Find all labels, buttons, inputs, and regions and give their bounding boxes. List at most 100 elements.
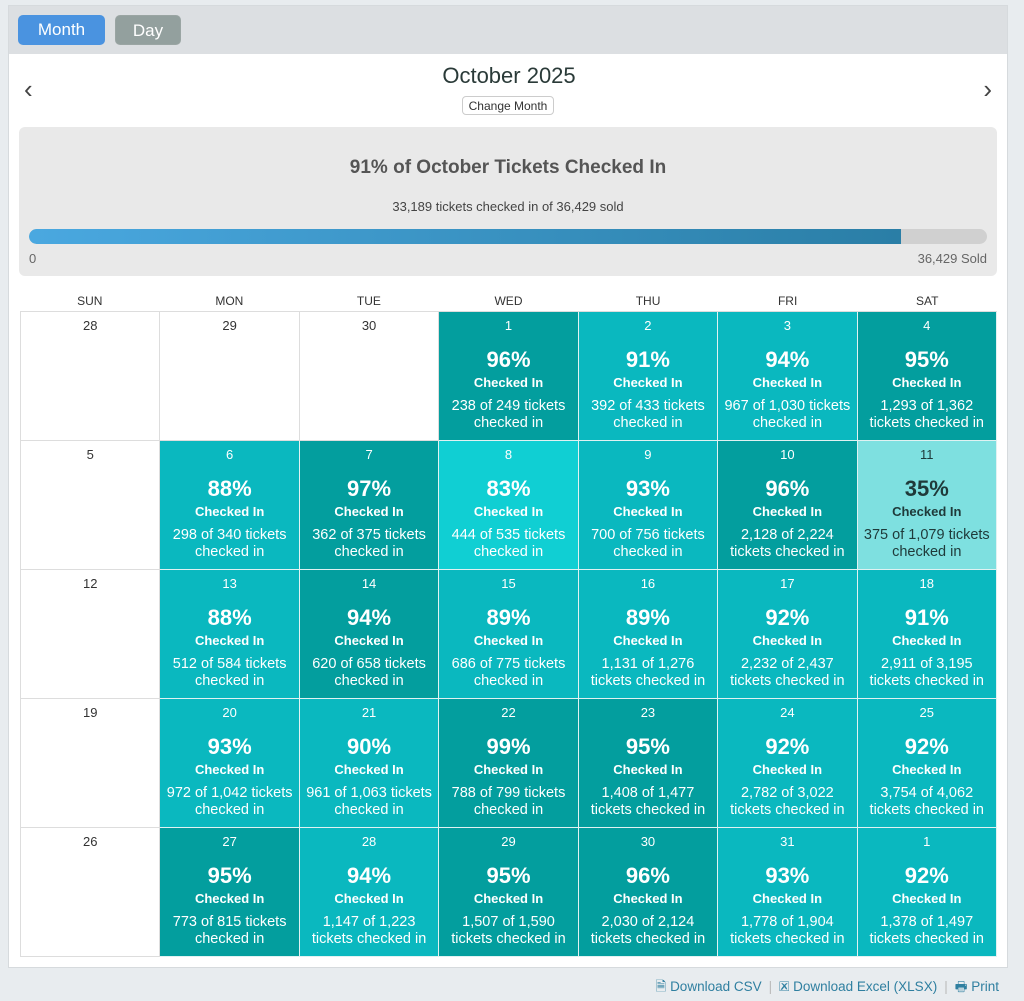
weekday-label: MON bbox=[215, 294, 244, 308]
checkin-percent: 92% bbox=[765, 734, 810, 759]
checked-in-label: Checked In bbox=[752, 891, 823, 906]
weekday-label: TUE bbox=[356, 294, 381, 308]
day-cell[interactable]: 10 96% Checked In 2,128 of 2,224 tickets ch… bbox=[718, 441, 858, 570]
checkin-percent: 96% bbox=[486, 347, 531, 372]
day-number: 16 bbox=[640, 576, 656, 591]
empty-day-cell: 29 bbox=[160, 312, 300, 441]
ticket-count: 298 of 340 tickets checked in bbox=[172, 527, 287, 560]
checkin-percent: 94% bbox=[347, 863, 392, 888]
day-cell[interactable]: 9 93% Checked In 700 of 756 tickets checked… bbox=[578, 441, 719, 570]
checkin-percent: 93% bbox=[765, 863, 810, 888]
ticket-count: 512 of 584 tickets checked in bbox=[172, 656, 287, 689]
day-cell[interactable]: 1 96% Checked In 238 of 249 tickets checked… bbox=[439, 312, 579, 441]
day-cell[interactable]: 2 91% Checked In 392 of 433 tickets checked… bbox=[578, 312, 719, 441]
ticket-count: 2,782 of 3,022 tickets checked in bbox=[730, 785, 845, 818]
day-number: 2 bbox=[644, 318, 652, 333]
day-cell[interactable]: 13 88% Checked In 512 of 584 tickets checke… bbox=[160, 570, 300, 699]
empty-day-cell: 5 bbox=[21, 441, 161, 570]
prev-month-chevron-icon[interactable]: ‹ bbox=[24, 74, 33, 104]
day-cell[interactable]: 17 92% Checked In 2,232 of 2,437 tickets ch… bbox=[718, 570, 858, 699]
weekday-label: SUN bbox=[77, 294, 103, 308]
day-cell[interactable]: 1 92% Checked In 1,378 of 1,497 tickets che… bbox=[857, 828, 997, 957]
ticket-count: 1,378 of 1,497 tickets checked in bbox=[869, 914, 984, 947]
day-cell[interactable]: 22 99% Checked In 788 of 799 tickets checke… bbox=[439, 699, 579, 828]
progress-fill bbox=[29, 229, 901, 244]
day-cell[interactable]: 30 96% Checked In 2,030 of 2,124 tickets ch… bbox=[578, 828, 719, 957]
day-number: 22 bbox=[501, 705, 516, 720]
day-number: 12 bbox=[82, 576, 98, 591]
checked-in-label: Checked In bbox=[334, 762, 404, 777]
day-cell[interactable]: 8 83% Checked In 444 of 535 tickets checked… bbox=[439, 441, 579, 570]
day-number: 8 bbox=[504, 447, 513, 462]
ticket-count: 2,030 of 2,124 tickets checked in bbox=[590, 914, 706, 947]
download-excel-link[interactable]: 🗷 Download Excel (XLSX) bbox=[779, 979, 937, 994]
checked-in-label: Checked In bbox=[334, 504, 404, 519]
summary-subtitle: 33,189 tickets checked in of 36,429 sold bbox=[392, 199, 624, 214]
checked-in-label: Checked In bbox=[892, 762, 962, 777]
day-number: 30 bbox=[361, 318, 377, 333]
day-cell[interactable]: 6 88% Checked In 298 of 340 tickets checked… bbox=[160, 441, 300, 570]
checked-in-label: Checked In bbox=[752, 762, 823, 777]
day-cell[interactable]: 14 94% Checked In 620 of 658 tickets checke… bbox=[299, 570, 440, 699]
day-cell[interactable]: 3 94% Checked In 967 of 1,030 tickets check… bbox=[718, 312, 858, 441]
checked-in-label: Checked In bbox=[752, 375, 823, 390]
day-number: 30 bbox=[640, 834, 656, 849]
weekday-label: WED bbox=[494, 294, 523, 308]
day-view-button[interactable]: Day bbox=[115, 15, 181, 45]
checkin-percent: 90% bbox=[347, 734, 392, 759]
day-number: 18 bbox=[919, 576, 935, 591]
day-cell[interactable]: 25 92% Checked In 3,754 of 4,062 tickets ch… bbox=[857, 699, 997, 828]
checkin-percent: 88% bbox=[207, 476, 252, 501]
progress-min-label: 0 bbox=[29, 251, 37, 266]
day-number: 6 bbox=[226, 447, 234, 462]
day-number: 1 bbox=[923, 834, 931, 849]
day-cell[interactable]: 27 95% Checked In 773 of 815 tickets checke… bbox=[160, 828, 300, 957]
day-cell[interactable]: 28 94% Checked In 1,147 of 1,223 tickets ch… bbox=[299, 828, 440, 957]
ticket-count: 1,408 of 1,477 tickets checked in bbox=[590, 785, 706, 818]
day-number: 28 bbox=[361, 834, 377, 849]
day-cell[interactable]: 23 95% Checked In 1,408 of 1,477 tickets ch… bbox=[578, 699, 719, 828]
checkin-percent: 96% bbox=[625, 863, 670, 888]
calendar-panel: Month Day ‹ October 2025 Change Month › … bbox=[8, 5, 1008, 968]
print-link[interactable]: 🖶 Print bbox=[955, 979, 999, 994]
day-cell[interactable]: 31 93% Checked In 1,778 of 1,904 tickets ch… bbox=[718, 828, 858, 957]
day-cell[interactable]: 24 92% Checked In 2,782 of 3,022 tickets ch… bbox=[718, 699, 858, 828]
day-cell[interactable]: 4 95% Checked In 1,293 of 1,362 tickets che… bbox=[857, 312, 997, 441]
day-cell[interactable]: 15 89% Checked In 686 of 775 tickets checke… bbox=[439, 570, 579, 699]
ticket-count: 3,754 of 4,062 tickets checked in bbox=[869, 785, 984, 818]
day-cell[interactable]: 18 91% Checked In 2,911 of 3,195 tickets ch… bbox=[857, 570, 997, 699]
day-number: 29 bbox=[222, 318, 237, 333]
day-cell[interactable]: 29 95% Checked In 1,507 of 1,590 tickets ch… bbox=[439, 828, 579, 957]
checked-in-label: Checked In bbox=[473, 891, 544, 906]
day-number: 19 bbox=[82, 705, 98, 720]
day-number: 7 bbox=[365, 447, 373, 462]
day-number: 15 bbox=[501, 576, 516, 591]
next-month-chevron-icon[interactable]: › bbox=[983, 74, 992, 104]
separator: | bbox=[944, 979, 948, 994]
day-number: 14 bbox=[361, 576, 377, 591]
day-cell[interactable]: 11 35% Checked In 375 of 1,079 tickets chec… bbox=[857, 441, 997, 570]
day-number: 13 bbox=[222, 576, 237, 591]
day-cell[interactable]: 20 93% Checked In 972 of 1,042 tickets chec… bbox=[160, 699, 300, 828]
day-cell[interactable]: 21 90% Checked In 961 of 1,063 tickets chec… bbox=[299, 699, 440, 828]
checked-in-label: Checked In bbox=[613, 891, 683, 906]
ticket-count: 967 of 1,030 tickets checked in bbox=[724, 398, 851, 431]
checkin-percent: 92% bbox=[904, 863, 949, 888]
download-csv-link[interactable]: 🗎 Download CSV bbox=[655, 979, 761, 994]
day-number: 5 bbox=[86, 447, 94, 462]
printer-icon: 🖶 bbox=[954, 979, 968, 994]
export-links: 🗎 Download CSV | 🗷 Download Excel (XLSX) | 🖶… bbox=[655, 977, 999, 1000]
empty-day-cell: 28 bbox=[21, 312, 161, 441]
ticket-count: 788 of 799 tickets checked in bbox=[451, 785, 566, 818]
checked-in-label: Checked In bbox=[752, 633, 823, 648]
checked-in-label: Checked In bbox=[892, 891, 962, 906]
day-number: 20 bbox=[222, 705, 237, 720]
month-view-button[interactable]: Month bbox=[18, 15, 105, 45]
day-cell[interactable]: 7 97% Checked In 362 of 375 tickets checked… bbox=[299, 441, 440, 570]
change-month-button[interactable]: Change Month bbox=[462, 96, 554, 115]
view-toggle-bar: Month Day bbox=[9, 6, 1007, 54]
ticket-count: 1,507 of 1,590 tickets checked in bbox=[451, 914, 566, 947]
day-cell[interactable]: 16 89% Checked In 1,131 of 1,276 tickets ch… bbox=[578, 570, 719, 699]
checked-in-label: Checked In bbox=[194, 633, 265, 648]
empty-day-cell: 30 bbox=[299, 312, 440, 441]
